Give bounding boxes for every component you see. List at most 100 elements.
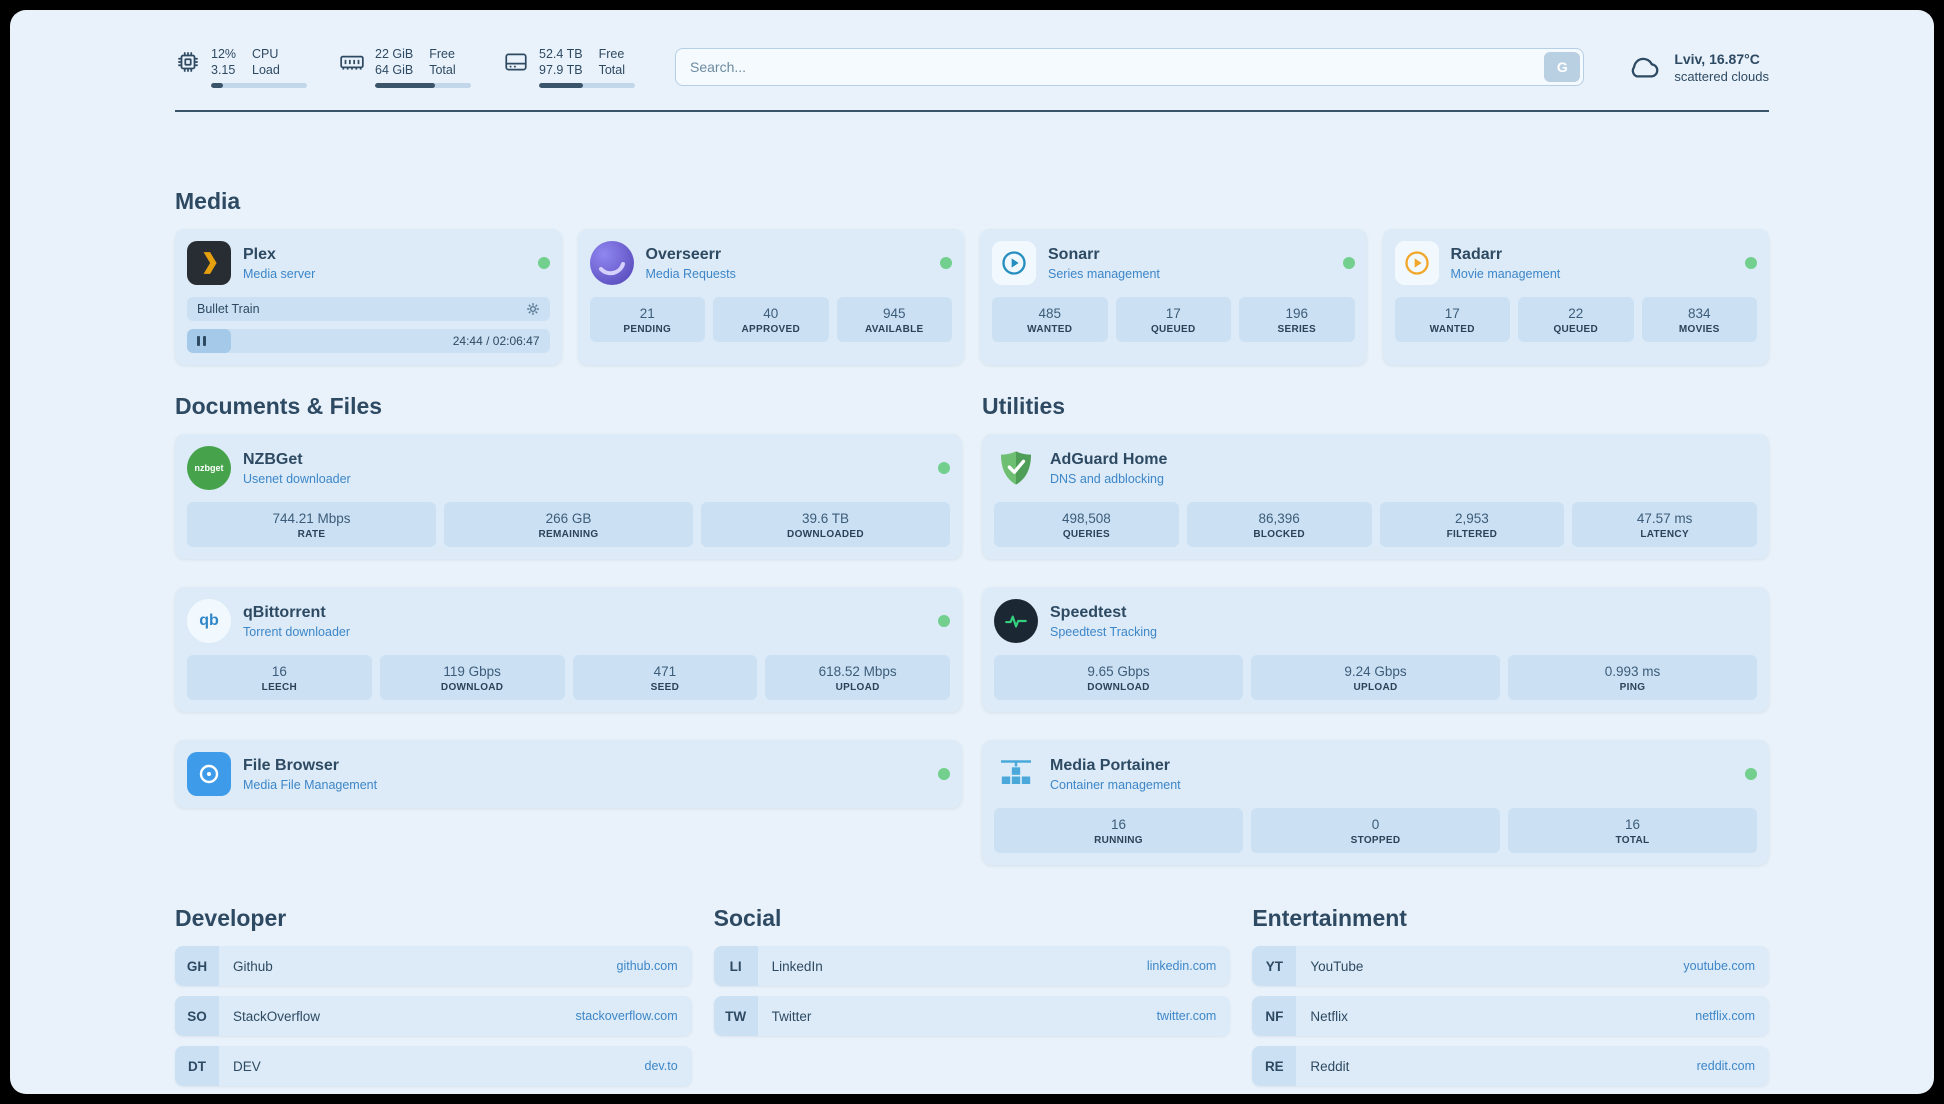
bookmark-netflix[interactable]: NF Netflix netflix.com <box>1252 996 1769 1036</box>
stat-value: 17 <box>1165 306 1181 321</box>
memory-total-label: Total <box>429 63 456 77</box>
gear-icon[interactable] <box>526 302 540 316</box>
bookmark-domain: netflix.com <box>1695 1009 1755 1023</box>
stat-value: 16 <box>1110 817 1127 832</box>
stat-label: WANTED <box>1429 324 1475 335</box>
now-playing-title: Bullet Train <box>197 302 260 316</box>
disk-total-value: 97.9 TB <box>539 63 583 77</box>
media-section-title: Media <box>175 188 241 214</box>
stat-value: 471 <box>653 664 677 679</box>
nzbget-card[interactable]: nzbget NZBGet Usenet downloader 744.21 M… <box>175 434 962 559</box>
app-subtitle: Container management <box>1050 777 1181 792</box>
bookmark-name: Reddit <box>1310 1058 1350 1074</box>
bookmark-youtube[interactable]: YT YouTube youtube.com <box>1252 946 1769 986</box>
stat-box: 39.6 TB DOWNLOADED <box>701 502 950 547</box>
weather-condition: scattered clouds <box>1674 68 1769 84</box>
stat-value: 485 <box>1038 306 1062 321</box>
playback-progress-bar[interactable]: 24:44 / 02:06:47 <box>187 329 550 353</box>
radarr-card[interactable]: Radarr Movie management 17 WANTED 22 QUE… <box>1382 229 1769 365</box>
playback-time: 24:44 / 02:06:47 <box>452 334 540 348</box>
stat-value: 744.21 Mbps <box>272 511 351 526</box>
bookmark-linkedin[interactable]: LI LinkedIn linkedin.com <box>713 946 1231 986</box>
cpu-load-value: 3.15 <box>211 63 236 77</box>
sonarr-icon <box>992 241 1036 285</box>
stat-label: PENDING <box>623 324 672 335</box>
bookmark-stackoverflow[interactable]: SO StackOverflow stackoverflow.com <box>175 996 692 1036</box>
developer-bookmarks-section: Developer GH Github github.com SO StackO… <box>175 905 692 1086</box>
bookmark-twitter[interactable]: TW Twitter twitter.com <box>713 996 1231 1036</box>
filebrowser-icon <box>187 752 231 796</box>
stat-value: 16 <box>1624 817 1641 832</box>
disk-progress-bar <box>539 83 635 88</box>
overseerr-icon <box>589 241 634 285</box>
bookmark-domain: youtube.com <box>1683 959 1755 973</box>
app-name: AdGuard Home <box>1050 450 1168 468</box>
utilities-section: Utilities <box>982 393 1769 865</box>
stat-value: 9.65 Gbps <box>1087 664 1150 679</box>
app-subtitle: Usenet downloader <box>243 471 351 486</box>
stat-label: RUNNING <box>1094 835 1143 846</box>
qbittorrent-card[interactable]: qb qBittorrent Torrent downloader 16 LEE… <box>175 587 962 712</box>
stat-box: 21 PENDING <box>589 297 705 342</box>
stat-value: 9.24 Gbps <box>1344 664 1407 679</box>
nzbget-icon-text: nzbget <box>194 463 224 473</box>
stat-value: 16 <box>271 664 287 679</box>
stat-label: RATE <box>297 529 326 540</box>
bookmark-abbr: NF <box>1252 996 1297 1036</box>
stat-label: BLOCKED <box>1253 529 1305 540</box>
search-input[interactable] <box>675 48 1585 86</box>
bookmark-abbr: GH <box>175 946 219 986</box>
stat-box: 834 MOVIES <box>1641 297 1757 342</box>
bookmark-abbr: YT <box>1252 946 1297 986</box>
bookmark-github[interactable]: GH Github github.com <box>175 946 692 986</box>
bookmark-domain: linkedin.com <box>1146 959 1217 973</box>
bookmark-abbr: DT <box>175 1046 219 1086</box>
developer-section-title: Developer <box>175 905 287 931</box>
app-name: Overseerr <box>645 245 722 263</box>
stat-value: 0 <box>1371 817 1380 832</box>
app-subtitle: Media File Management <box>243 777 378 792</box>
stat-box: 16 TOTAL <box>1508 808 1757 853</box>
stat-value: 86,396 <box>1258 511 1300 526</box>
stat-label: WANTED <box>1027 324 1073 335</box>
stat-label: QUEUED <box>1150 324 1196 335</box>
search-provider-button[interactable]: G <box>1544 52 1581 82</box>
status-dot <box>537 257 550 269</box>
app-name: Speedtest <box>1050 603 1127 621</box>
portainer-card[interactable]: Media Portainer Container management 16 … <box>982 740 1769 865</box>
app-name: Radarr <box>1450 245 1503 263</box>
sonarr-card[interactable]: Sonarr Series management 485 WANTED 17 Q… <box>980 229 1367 365</box>
bookmark-dev[interactable]: DT DEV dev.to <box>175 1046 692 1086</box>
plex-card[interactable]: Plex Media server Bullet Train <box>175 229 562 365</box>
bookmark-name: Netflix <box>1310 1008 1348 1024</box>
stat-value: 2,953 <box>1454 511 1489 526</box>
weather-location: Lviv, 16.87°C <box>1674 50 1760 67</box>
stat-box: 485 WANTED <box>992 297 1108 342</box>
status-dot <box>938 615 950 627</box>
stat-box: 744.21 Mbps RATE <box>187 502 436 547</box>
cpu-icon <box>175 49 201 75</box>
qbittorrent-icon-text: qb <box>199 612 219 629</box>
documents-section: Documents & Files nzbget NZBGet Usenet d… <box>175 393 962 865</box>
speedtest-card[interactable]: Speedtest Speedtest Tracking 9.65 Gbps D… <box>982 587 1769 712</box>
memory-widget: 22 GiB 64 GiB Free Total <box>339 46 471 88</box>
filebrowser-card[interactable]: File Browser Media File Management <box>175 740 962 808</box>
stat-value: 40 <box>763 306 779 321</box>
overseerr-card[interactable]: Overseerr Media Requests 21 PENDING 40 A… <box>577 229 964 365</box>
stat-box: 17 WANTED <box>1394 297 1510 342</box>
bookmark-domain: twitter.com <box>1156 1009 1217 1023</box>
stat-label: TOTAL <box>1615 835 1650 846</box>
bookmark-reddit[interactable]: RE Reddit reddit.com <box>1252 1046 1769 1086</box>
stat-label: FILTERED <box>1446 529 1498 540</box>
bookmark-domain: reddit.com <box>1696 1059 1755 1073</box>
stat-label: APPROVED <box>741 324 801 335</box>
media-section: Media Plex Media server Bullet Train <box>175 188 1769 365</box>
app-name: NZBGet <box>243 450 303 468</box>
stat-box: 22 QUEUED <box>1518 297 1634 342</box>
social-bookmarks-section: Social LI LinkedIn linkedin.com TW Twitt… <box>713 905 1231 1086</box>
adguard-card[interactable]: AdGuard Home DNS and adblocking 498,508 … <box>982 434 1769 559</box>
playback-progress-fill <box>187 329 231 353</box>
pause-icon[interactable] <box>197 336 206 346</box>
stat-value: 834 <box>1687 306 1711 321</box>
